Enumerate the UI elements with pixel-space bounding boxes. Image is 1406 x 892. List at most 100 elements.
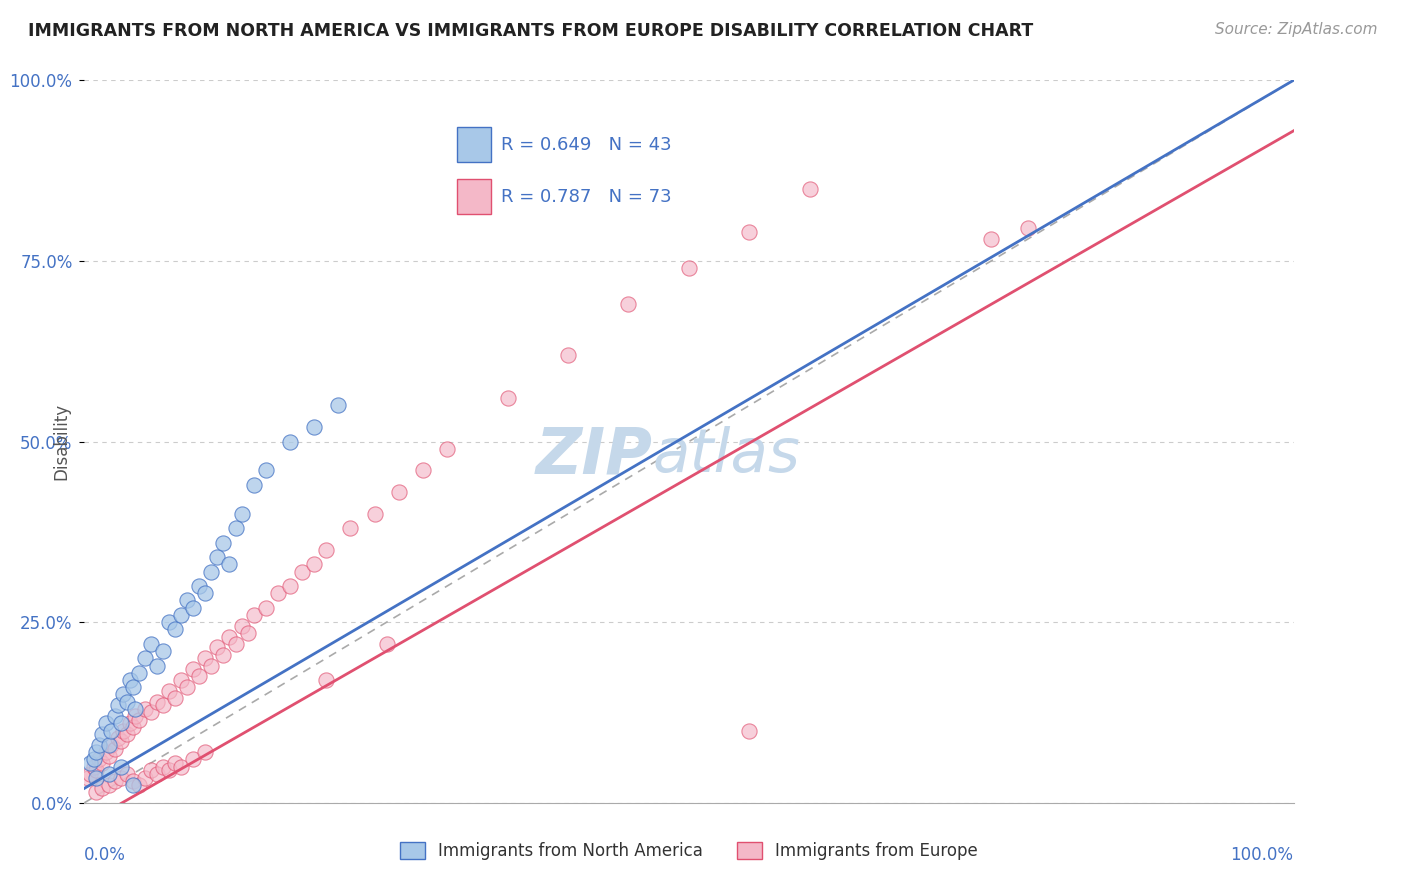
Point bbox=[86, 764, 108, 778]
Point bbox=[91, 781, 114, 796]
Point bbox=[94, 745, 117, 759]
Point bbox=[146, 658, 169, 673]
Point bbox=[225, 521, 247, 535]
Point bbox=[165, 756, 187, 770]
Legend: Immigrants from North America, Immigrants from Europe: Immigrants from North America, Immigrant… bbox=[394, 835, 984, 867]
Point bbox=[181, 600, 204, 615]
Point bbox=[110, 760, 132, 774]
Point bbox=[146, 695, 169, 709]
Point bbox=[134, 702, 156, 716]
Point bbox=[170, 760, 193, 774]
Point bbox=[363, 507, 385, 521]
Point bbox=[91, 756, 114, 770]
Point bbox=[134, 771, 156, 785]
Point bbox=[97, 738, 120, 752]
Point bbox=[375, 637, 398, 651]
Point bbox=[176, 593, 198, 607]
Point bbox=[200, 565, 222, 579]
Text: 0.0%: 0.0% bbox=[84, 847, 127, 864]
Point bbox=[139, 764, 162, 778]
Point bbox=[128, 665, 150, 680]
Point bbox=[738, 225, 761, 239]
Point bbox=[617, 297, 640, 311]
Point bbox=[100, 723, 122, 738]
Text: Source: ZipAtlas.com: Source: ZipAtlas.com bbox=[1215, 22, 1378, 37]
Point bbox=[79, 767, 101, 781]
Point bbox=[94, 716, 117, 731]
Point bbox=[231, 507, 253, 521]
Point bbox=[139, 706, 162, 720]
Point bbox=[110, 771, 132, 785]
Point bbox=[176, 680, 198, 694]
Point bbox=[152, 644, 174, 658]
Text: atlas: atlas bbox=[652, 426, 800, 485]
Point bbox=[436, 442, 458, 456]
Point bbox=[104, 774, 127, 789]
Point bbox=[200, 658, 222, 673]
Point bbox=[328, 398, 350, 412]
Point bbox=[165, 623, 187, 637]
Point bbox=[170, 607, 193, 622]
Point bbox=[86, 785, 108, 799]
Point bbox=[134, 651, 156, 665]
Point bbox=[128, 778, 150, 792]
Point bbox=[170, 673, 193, 687]
Point bbox=[254, 600, 277, 615]
Point bbox=[188, 579, 211, 593]
Point bbox=[128, 713, 150, 727]
Point bbox=[115, 695, 138, 709]
Point bbox=[339, 521, 361, 535]
Point bbox=[242, 478, 264, 492]
Point bbox=[97, 778, 120, 792]
Point bbox=[121, 720, 143, 734]
Point bbox=[77, 771, 100, 785]
Point bbox=[212, 535, 235, 549]
Point bbox=[212, 648, 235, 662]
Point bbox=[157, 764, 180, 778]
Point bbox=[496, 391, 519, 405]
Point bbox=[100, 738, 122, 752]
Point bbox=[254, 463, 277, 477]
Point bbox=[388, 485, 411, 500]
Point bbox=[302, 558, 325, 572]
Point bbox=[139, 637, 162, 651]
Point bbox=[97, 748, 120, 763]
Point bbox=[236, 626, 259, 640]
Point bbox=[152, 698, 174, 713]
Point bbox=[557, 348, 579, 362]
Text: IMMIGRANTS FROM NORTH AMERICA VS IMMIGRANTS FROM EUROPE DISABILITY CORRELATION C: IMMIGRANTS FROM NORTH AMERICA VS IMMIGRA… bbox=[28, 22, 1033, 40]
Point bbox=[980, 232, 1002, 246]
Point bbox=[97, 767, 120, 781]
Point bbox=[1017, 221, 1039, 235]
Point bbox=[157, 683, 180, 698]
Point bbox=[207, 640, 229, 655]
Point bbox=[124, 702, 146, 716]
Point bbox=[799, 182, 821, 196]
Point bbox=[110, 716, 132, 731]
Point bbox=[83, 760, 105, 774]
Point bbox=[121, 680, 143, 694]
Point bbox=[678, 261, 700, 276]
Point bbox=[107, 698, 129, 713]
Point bbox=[79, 756, 101, 770]
Point bbox=[225, 637, 247, 651]
Point bbox=[315, 673, 337, 687]
Point bbox=[124, 709, 146, 723]
Point bbox=[83, 752, 105, 766]
Point bbox=[121, 774, 143, 789]
Point bbox=[112, 723, 135, 738]
Point bbox=[152, 760, 174, 774]
Point bbox=[165, 691, 187, 706]
Point bbox=[181, 662, 204, 676]
Point bbox=[120, 716, 142, 731]
Point bbox=[207, 550, 229, 565]
Point bbox=[120, 673, 142, 687]
Point bbox=[242, 607, 264, 622]
Point bbox=[87, 738, 110, 752]
Point bbox=[278, 579, 301, 593]
Point bbox=[107, 731, 129, 745]
Point bbox=[194, 745, 217, 759]
Text: ZIP: ZIP bbox=[536, 425, 652, 487]
Point bbox=[121, 778, 143, 792]
Point bbox=[91, 727, 114, 741]
